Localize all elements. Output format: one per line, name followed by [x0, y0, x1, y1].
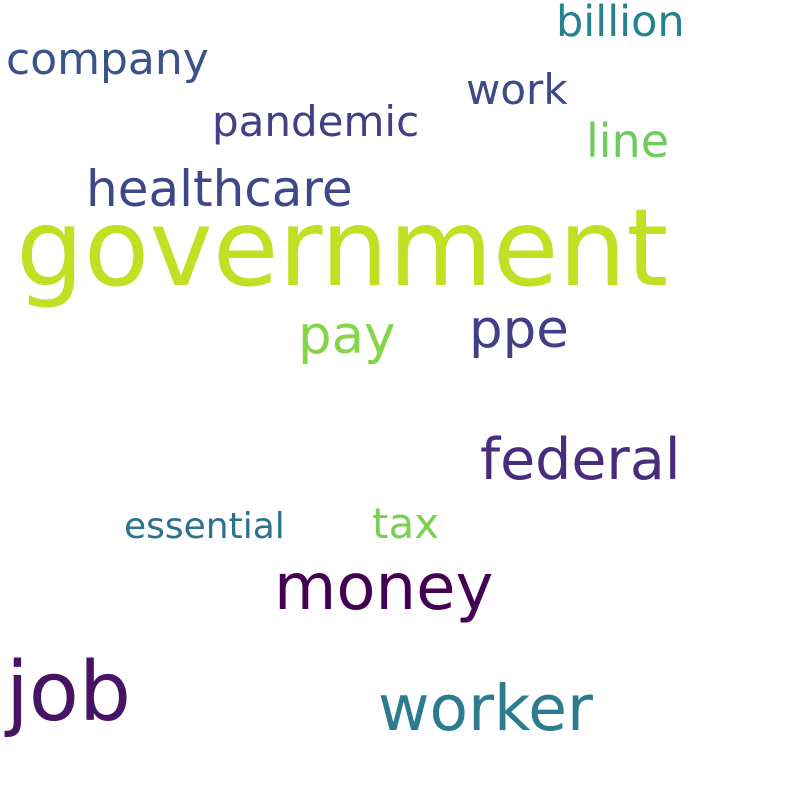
word-pandemic: pandemic [212, 97, 420, 146]
word-federal: federal [480, 427, 681, 493]
word-job: job [6, 645, 132, 740]
word-ppe: ppe [469, 299, 569, 360]
word-work: work [466, 65, 568, 114]
word-tax: tax [372, 499, 440, 548]
word-pay: pay [298, 305, 396, 366]
word-healthcare: healthcare [86, 160, 353, 218]
word-company: company [6, 34, 209, 85]
word-worker: worker [378, 672, 593, 745]
word-money: money [274, 551, 494, 625]
word-essential: essential [124, 506, 285, 547]
word-billion: billion [556, 0, 685, 47]
word-government: government [16, 187, 669, 311]
word-line: line [586, 114, 670, 168]
